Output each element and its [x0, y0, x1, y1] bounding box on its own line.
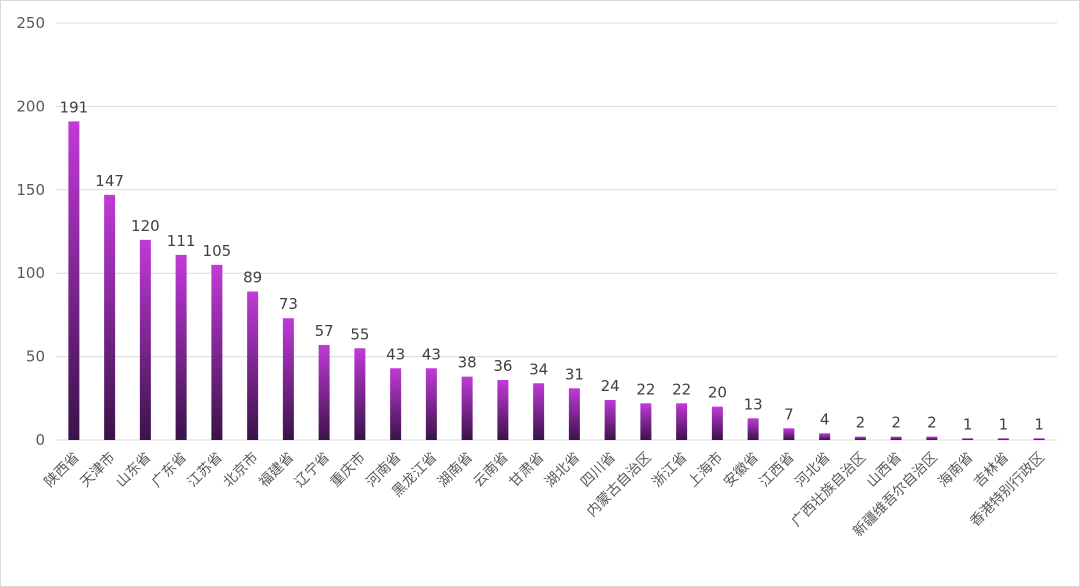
y-tick-label: 0	[35, 431, 45, 449]
bar	[282, 318, 294, 440]
bar	[68, 121, 80, 441]
bar	[247, 291, 259, 440]
data-label: 4	[820, 410, 830, 428]
bar	[354, 348, 366, 440]
category-labels: 陕西省天津市山东省广东省江苏省北京市福建省辽宁省重庆市河南省黑龙江省湖南省云南省…	[42, 449, 1048, 540]
bar	[175, 254, 187, 440]
gridlines	[56, 22, 1057, 441]
bar	[1033, 438, 1045, 440]
data-label: 31	[565, 365, 584, 383]
category-label: 湖南省	[435, 450, 476, 491]
y-axis-ticks: 0 50 100 150 200 250	[16, 14, 45, 449]
bar	[640, 403, 652, 440]
bar	[926, 436, 938, 440]
y-tick-label: 100	[16, 264, 45, 282]
category-label: 福建省	[256, 450, 297, 491]
bar	[497, 379, 509, 440]
bar	[962, 438, 974, 440]
data-label: 1	[1034, 415, 1044, 433]
bar	[533, 383, 545, 440]
bar	[783, 428, 795, 440]
category-label: 江苏省	[185, 450, 226, 491]
y-tick-label: 150	[16, 181, 45, 199]
data-label: 1	[999, 415, 1009, 433]
category-label: 海南省	[935, 450, 976, 491]
data-label: 2	[927, 414, 937, 432]
category-label: 广东省	[149, 450, 190, 491]
data-label: 38	[458, 354, 477, 372]
data-label: 105	[203, 242, 232, 260]
category-label: 安徽省	[721, 450, 762, 491]
data-label: 13	[744, 395, 763, 413]
bar	[568, 388, 580, 440]
bar	[139, 239, 151, 440]
data-label: 24	[601, 377, 620, 395]
bar	[461, 376, 473, 440]
y-tick-label: 250	[16, 14, 45, 32]
y-tick-label: 200	[16, 97, 45, 115]
data-label: 89	[243, 269, 262, 287]
data-label: 34	[529, 360, 548, 378]
bar	[604, 399, 616, 440]
category-label: 天津市	[77, 449, 119, 491]
data-label: 191	[60, 98, 89, 116]
category-label: 甘肃省	[506, 450, 547, 491]
data-label: 43	[422, 345, 441, 363]
data-label: 20	[708, 384, 727, 402]
category-label: 上海市	[684, 449, 726, 491]
bar	[104, 194, 116, 440]
data-label: 2	[856, 414, 866, 432]
data-label: 73	[279, 295, 298, 313]
data-label: 147	[95, 172, 124, 190]
category-label: 北京市	[220, 449, 262, 491]
category-label: 湖北省	[542, 450, 583, 491]
category-label: 江西省	[757, 450, 798, 491]
data-label: 111	[167, 232, 196, 250]
bar	[854, 436, 866, 440]
bar	[747, 418, 759, 440]
data-label: 2	[891, 414, 901, 432]
data-label: 22	[672, 380, 691, 398]
bar	[211, 264, 223, 440]
bar	[425, 368, 437, 440]
data-label: 55	[350, 325, 369, 343]
data-label: 120	[131, 217, 160, 235]
category-label: 重庆市	[327, 449, 369, 491]
category-label: 浙江省	[649, 450, 690, 491]
data-label: 57	[315, 322, 334, 340]
data-label: 1	[963, 415, 973, 433]
bar	[711, 406, 723, 440]
category-label: 云南省	[471, 450, 512, 491]
bar	[676, 403, 688, 440]
bar	[997, 438, 1009, 440]
category-label: 山东省	[113, 450, 154, 491]
bars	[68, 121, 1045, 441]
data-label: 22	[636, 380, 655, 398]
bar	[890, 436, 902, 440]
y-tick-label: 50	[26, 348, 45, 366]
bar	[819, 433, 831, 440]
category-label: 陕西省	[42, 450, 83, 491]
bar	[390, 368, 402, 440]
data-label: 36	[493, 357, 512, 375]
bar	[318, 344, 330, 440]
data-label: 7	[784, 405, 794, 423]
category-label: 辽宁省	[291, 449, 333, 491]
data-label: 43	[386, 345, 405, 363]
